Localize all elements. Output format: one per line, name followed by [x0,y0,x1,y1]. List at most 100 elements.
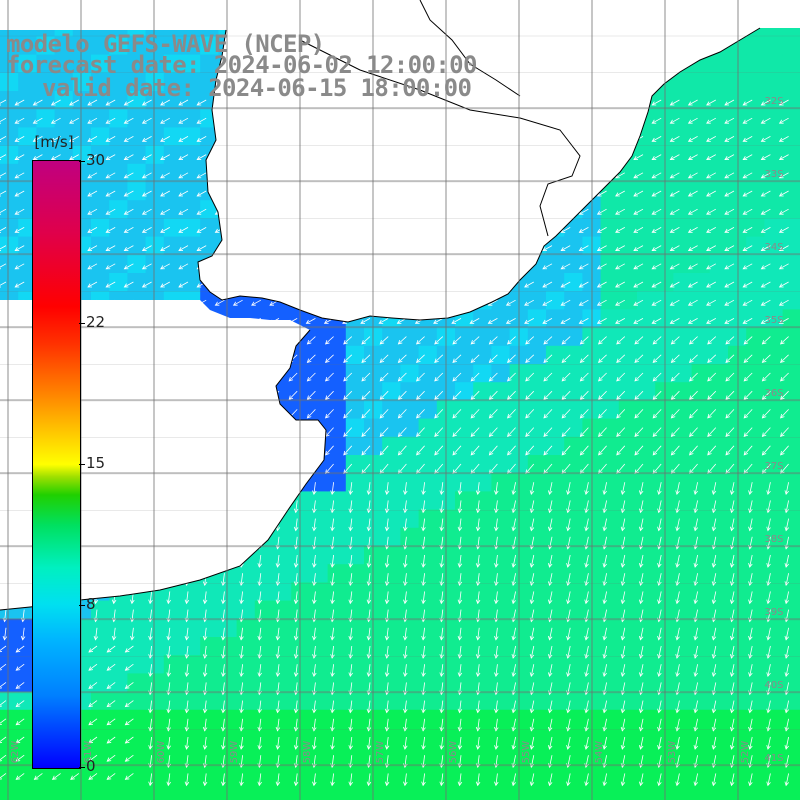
wind-arrow [439,700,444,714]
wind-arrow [275,554,281,568]
wind-arrow [325,372,334,382]
wind-arrow [439,645,444,659]
wind-arrow [766,482,771,496]
wind-arrow [452,409,462,419]
lat-label: 34S [764,242,783,253]
wind-arrow [87,281,98,288]
wind-arrow [669,154,680,161]
wind-arrow [0,208,7,215]
wind-arrow [379,372,389,382]
wind-arrow [638,591,644,605]
wind-arrow [729,554,735,568]
wind-arrow [421,591,426,605]
colorbar-tick-label: 0 [86,757,96,775]
wind-arrow [257,700,262,714]
colorbar-tick-mark [79,767,85,768]
wind-arrow [579,390,589,400]
wind-arrow [651,154,662,161]
wind-arrow [670,372,680,382]
wind-arrow [760,299,771,306]
wind-arrow [348,482,353,496]
wind-arrow [615,263,625,270]
wind-arrow [633,318,644,324]
wind-arrow [257,773,262,787]
wind-arrow [766,664,771,678]
wind-arrow [729,664,735,678]
wind-arrow [566,518,571,532]
wind-arrow [778,136,789,142]
wind-arrow [0,645,7,653]
wind-arrow [529,718,535,732]
wind-arrow [343,372,353,382]
wind-arrow [657,773,662,787]
wind-arrow [688,354,698,363]
wind-arrow [561,427,571,438]
wind-arrow [452,445,462,456]
wind-arrow [14,263,25,270]
wind-arrow [0,773,7,780]
wind-arrow [257,627,262,641]
wind-arrow [578,281,589,288]
wind-arrow [312,518,317,532]
wind-arrow [124,754,134,762]
wind-arrow [14,227,25,233]
wind-arrow [524,281,534,288]
wind-arrow [560,227,571,233]
wind-arrow [221,700,226,714]
wind-arrow [724,281,735,288]
wind-arrow [725,427,735,438]
wind-arrow [475,554,481,568]
wind-arrow [184,718,190,732]
wind-arrow [707,409,717,419]
wind-arrow [361,427,371,438]
wind-arrow [184,773,190,787]
wind-arrow [178,99,189,106]
wind-arrow [742,172,753,179]
wind-arrow [687,190,698,197]
wind-arrow [743,427,753,438]
wind-arrow [711,736,717,750]
wind-arrow [560,245,571,252]
wind-arrow [160,154,170,161]
wind-arrow [348,554,353,568]
wind-arrow [675,554,680,568]
wind-arrow [457,773,463,787]
wind-arrow [638,482,644,496]
valid-date: valid date: 2024-06-15 18:00:00 [42,74,472,102]
wind-arrow [275,736,281,750]
wind-arrow [561,390,571,400]
lon-label: 53W [667,741,678,764]
wind-arrow [602,700,607,714]
wind-arrow [366,773,372,787]
wind-arrow [760,263,771,270]
wind-arrow [50,154,61,161]
wind-arrow [325,390,334,400]
wind-arrow [196,208,207,215]
wind-arrow [306,336,316,345]
wind-arrow [707,336,717,345]
wind-arrow [106,682,116,689]
wind-arrow [403,664,408,678]
wind-arrow [366,664,372,678]
wind-arrow [511,518,516,532]
wind-arrow [766,518,771,532]
wind-arrow [566,627,571,641]
wind-arrow [693,718,698,732]
wind-arrow [178,263,189,270]
wind-arrow [693,627,698,641]
wind-arrow [293,627,299,641]
wind-arrow [634,427,644,438]
wind-arrow [87,136,98,142]
wind-arrow [638,773,644,787]
wind-arrow [561,409,571,419]
wind-arrow [421,482,426,496]
wind-arrow [620,518,626,532]
wind-arrow [421,645,426,659]
wind-arrow [87,245,98,252]
wind-arrow [366,718,372,732]
wind-arrow [275,627,281,641]
wind-arrow [669,99,680,106]
wind-arrow [670,427,680,438]
wind-arrow [124,645,134,653]
wind-arrow [384,700,390,714]
